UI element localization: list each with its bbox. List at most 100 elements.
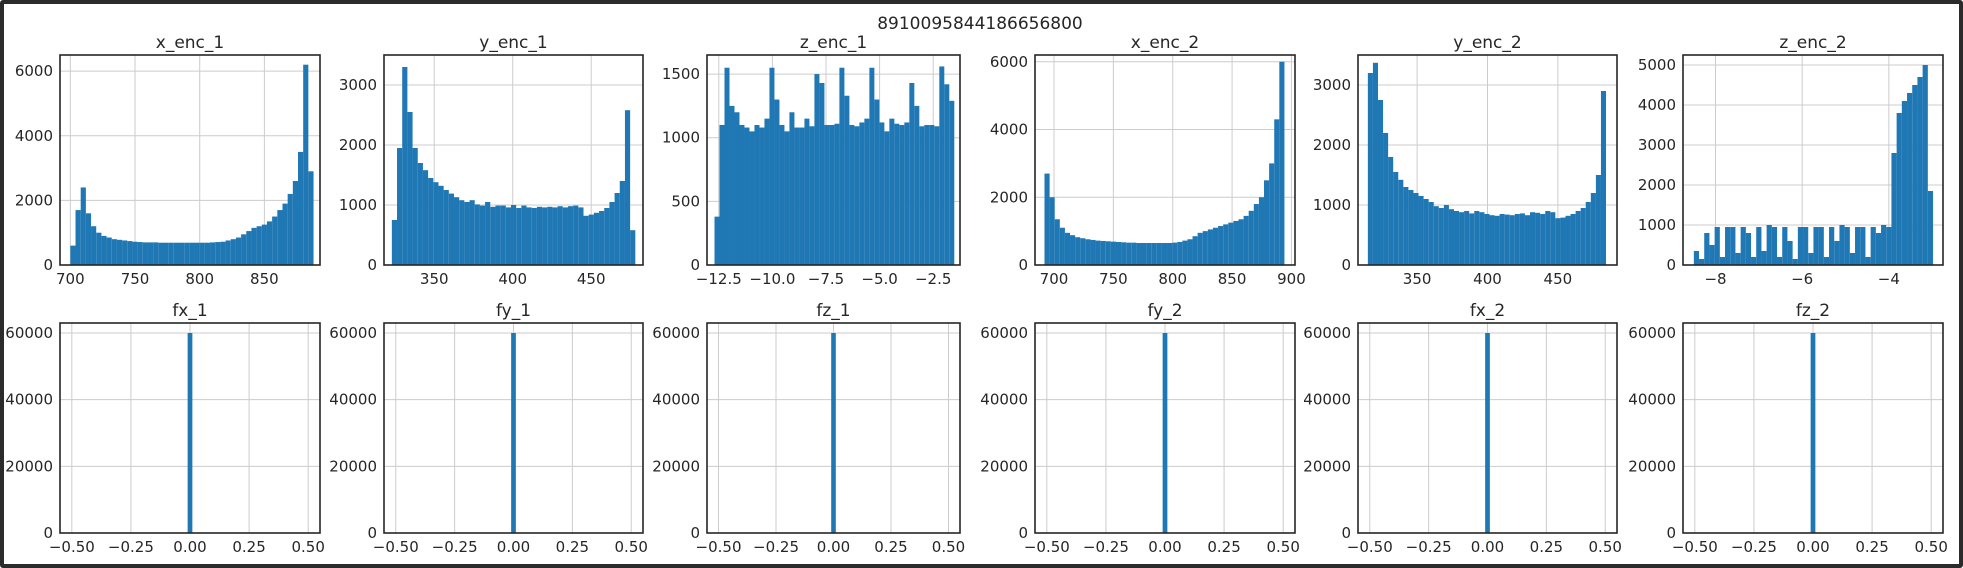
histogram-bar <box>438 185 444 265</box>
histogram-bar <box>505 207 511 265</box>
x-tick-label: 850 <box>250 270 279 288</box>
histogram-bar <box>448 193 455 265</box>
histogram-bar <box>1269 163 1275 265</box>
x-tick-label: 0.00 <box>1796 538 1829 556</box>
histogram-bar <box>914 105 920 265</box>
y-tick-label: 1000 <box>1638 216 1676 234</box>
histogram-bar <box>1393 172 1399 265</box>
x-tick-label: 0.00 <box>1471 538 1504 556</box>
y-tick-label: 500 <box>671 192 700 210</box>
histogram-bar <box>1565 215 1571 265</box>
histogram-bar <box>864 118 870 266</box>
histogram-bar <box>1912 85 1918 265</box>
subplot-title: fx_2 <box>1470 301 1505 321</box>
y-tick-label: 60000 <box>1628 324 1676 342</box>
histogram-bar <box>1453 211 1460 265</box>
histogram-bar <box>804 118 810 266</box>
x-tick-label: 0.50 <box>1914 538 1947 556</box>
x-tick-label: 400 <box>1473 270 1502 288</box>
x-tick-label: 0.50 <box>615 538 648 556</box>
x-tick-label: −0.25 <box>432 538 478 556</box>
x-tick-label: −0.25 <box>753 538 799 556</box>
histogram-bar <box>1228 222 1234 265</box>
histogram-bar <box>85 213 92 265</box>
histogram-bar <box>1590 193 1596 265</box>
histogram-bar <box>199 242 205 265</box>
axes-frame <box>1034 322 1296 534</box>
histogram-bar <box>459 200 465 265</box>
histogram-bar <box>241 234 247 265</box>
histogram-bar <box>1896 113 1902 265</box>
y-tick-label: 2000 <box>1638 176 1676 194</box>
histogram-bar <box>1499 214 1505 265</box>
histogram-bar <box>80 187 86 265</box>
histogram-bar <box>1494 215 1500 265</box>
histogram-bar <box>397 148 403 265</box>
x-tick-label: 700 <box>1040 270 1069 288</box>
histogram-bar <box>500 205 506 265</box>
subplot-x_enc_1: x_enc_1 700 750 800 850 0 2000 4000 6000 <box>15 33 321 288</box>
histogram-bar <box>1771 227 1778 265</box>
subplot-x_enc_2: x_enc_2 700 750 800 850 900 0 2000 4000 6000 <box>990 33 1306 288</box>
y-tick-label: 2000 <box>339 136 377 154</box>
x-tick-label: 350 <box>420 270 449 288</box>
histogram-bar <box>831 333 836 533</box>
histogram-bar <box>1182 240 1188 265</box>
x-tick-label: −7.5 <box>808 270 844 288</box>
x-tick-label: 0.25 <box>1207 538 1240 556</box>
histogram-bar <box>869 67 875 266</box>
subplot-title: fz_2 <box>1796 301 1830 321</box>
histogram-bar <box>1151 242 1157 265</box>
histogram-bar <box>1777 257 1783 265</box>
histogram-bar <box>1875 233 1882 265</box>
histogram-bar <box>251 227 257 265</box>
histogram-bar <box>1927 191 1934 265</box>
x-tick-label: −2.5 <box>915 270 951 288</box>
histogram-bar <box>454 197 460 265</box>
x-tick-label: 850 <box>1218 270 1247 288</box>
histogram-bar <box>849 125 855 265</box>
histogram-bar <box>573 205 579 265</box>
axes-frame <box>383 54 644 266</box>
histogram-bar <box>1258 197 1265 265</box>
histogram-bar <box>1403 187 1409 265</box>
histogram-bar <box>774 99 780 265</box>
histogram-bar <box>495 205 501 265</box>
y-tick-label: 2000 <box>990 188 1028 206</box>
histogram-bar <box>1464 211 1470 265</box>
histogram-bar <box>122 240 128 265</box>
axes-frame <box>1034 54 1296 266</box>
histogram-bar <box>1388 157 1394 265</box>
histogram-bar <box>1792 259 1798 265</box>
y-tick-label: 20000 <box>329 457 377 475</box>
histogram-bar <box>282 203 288 265</box>
histogram-bar <box>1886 227 1892 265</box>
y-tick-label: 40000 <box>1628 391 1676 409</box>
histogram-bar <box>292 181 299 265</box>
histogram-bar <box>433 182 439 265</box>
x-tick-label: −4 <box>1878 270 1900 288</box>
subplot-fx_1: fx_1 −0.50 −0.25 0.00 0.25 0.50 0 20000 40000 600… <box>5 301 325 556</box>
histogram-bar <box>1865 257 1871 265</box>
histogram-bar <box>1161 242 1168 265</box>
y-tick-label: 0 <box>1018 256 1028 274</box>
histogram-bar <box>220 241 226 265</box>
x-tick-label: 0.00 <box>497 538 530 556</box>
histogram-bar <box>1059 227 1065 265</box>
y-tick-label: 0 <box>43 256 53 274</box>
subplot-title: fz_1 <box>816 301 850 321</box>
subplot-title: fx_1 <box>172 301 207 321</box>
y-tick-label: 20000 <box>1303 457 1351 475</box>
subplot-title: x_enc_2 <box>1131 33 1199 53</box>
histogram-bar <box>189 242 195 265</box>
histogram-bar <box>1105 241 1111 265</box>
histogram-bar <box>879 122 885 265</box>
histogram-bar <box>1719 257 1726 265</box>
histogram-bar <box>1489 215 1495 265</box>
histogram-bar <box>1709 245 1715 265</box>
histogram-bar <box>1730 227 1736 265</box>
subplot-title: fy_1 <box>496 301 531 321</box>
histogram-bar <box>1212 227 1219 265</box>
histogram-bar <box>609 202 615 265</box>
